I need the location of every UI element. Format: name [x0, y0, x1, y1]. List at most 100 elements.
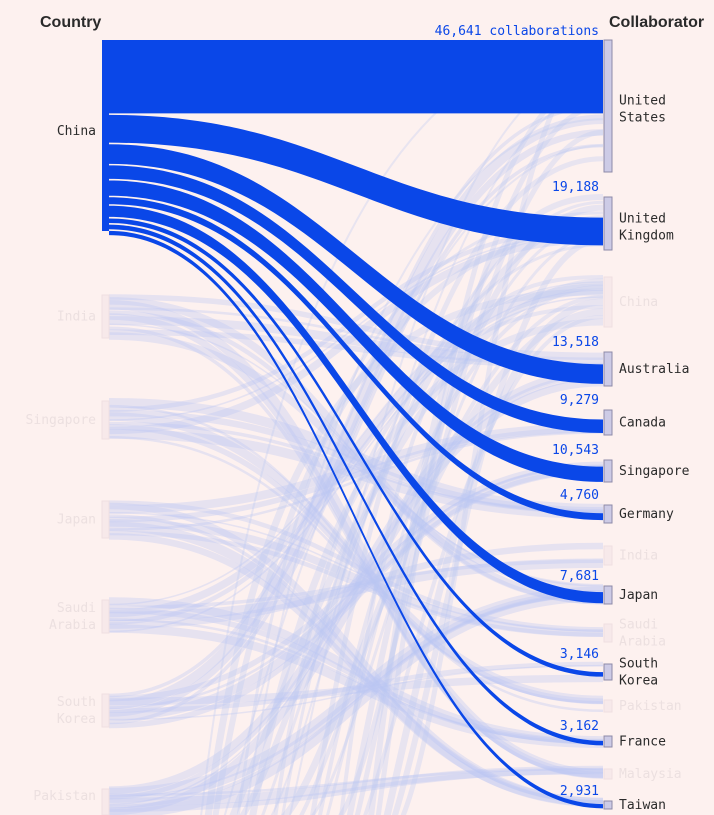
flow-china-australia	[109, 144, 603, 384]
target-node-india[interactable]	[603, 545, 613, 566]
faded-flow	[108, 593, 604, 809]
faded-flow	[108, 521, 604, 808]
source-node-japan[interactable]	[101, 500, 110, 539]
faded-flow	[204, 288, 604, 815]
target-node-united-kingdom[interactable]	[603, 196, 613, 251]
target-label-taiwan: Taiwan	[619, 798, 666, 813]
source-label-singapore: Singapore	[26, 413, 97, 428]
faded-flow	[108, 607, 604, 745]
faded-flow	[108, 114, 604, 710]
faded-flow	[223, 144, 604, 815]
target-node-germany[interactable]	[603, 504, 613, 524]
faded-flow	[108, 661, 604, 713]
value-label-japan: 7,681	[560, 569, 599, 584]
target-label-france: France	[619, 735, 666, 750]
faded-flow	[108, 558, 604, 622]
faded-flow	[108, 397, 604, 514]
background-flows	[108, 39, 604, 815]
target-node-australia[interactable]	[603, 351, 613, 387]
faded-flow	[108, 373, 604, 800]
faded-flow	[108, 424, 604, 704]
source-node-saudi-arabia[interactable]	[101, 599, 110, 634]
faded-flow	[108, 597, 604, 745]
target-label-pakistan: Pakistan	[619, 699, 682, 714]
faded-flow	[299, 295, 604, 815]
faded-flow	[363, 315, 604, 815]
value-label-taiwan: 2,931	[560, 784, 599, 799]
flow-china-united-kingdom	[109, 114, 603, 246]
target-node-malaysia[interactable]	[603, 768, 613, 780]
value-label-australia: 13,518	[552, 335, 599, 350]
target-node-taiwan[interactable]	[603, 800, 613, 810]
target-label-united-states: United States	[619, 94, 666, 126]
target-label-australia: Australia	[619, 362, 689, 377]
target-label-japan: Japan	[619, 588, 658, 603]
source-label-south-korea: South Korea	[57, 695, 96, 727]
faded-flow	[391, 236, 604, 815]
source-node-singapore[interactable]	[101, 400, 110, 440]
faded-flow	[108, 589, 604, 803]
faded-flow	[108, 404, 604, 713]
labels: China India Singapore Japan Saudi Arabia South…	[26, 24, 690, 813]
faded-flow	[108, 431, 604, 531]
faded-flow	[108, 530, 604, 638]
value-label-germany: 4,760	[560, 488, 599, 503]
target-node-japan[interactable]	[603, 585, 613, 605]
faded-flow	[108, 289, 604, 625]
target-node-singapore[interactable]	[603, 459, 613, 483]
flow-china-germany	[109, 197, 603, 521]
target-node-south-korea[interactable]	[603, 663, 613, 681]
source-label-japan: Japan	[57, 513, 96, 528]
target-node-pakistan[interactable]	[603, 699, 613, 713]
faded-flow	[383, 298, 604, 815]
value-label-south-korea: 3,146	[560, 647, 599, 662]
target-label-india: India	[619, 549, 658, 564]
target-node-china[interactable]	[603, 276, 613, 328]
value-label-france: 3,162	[560, 719, 599, 734]
value-label-united-states: 46,641 collaborations	[435, 24, 599, 39]
source-node-china[interactable]	[102, 40, 109, 231]
faded-flow	[108, 592, 604, 815]
value-label-singapore: 10,543	[552, 443, 599, 458]
source-label-india: India	[57, 310, 96, 325]
faded-flow	[108, 143, 604, 725]
faded-flow	[108, 310, 604, 605]
faded-flow	[108, 423, 604, 514]
source-node-south-korea[interactable]	[101, 693, 110, 728]
faded-flow	[108, 542, 604, 629]
faded-flow	[281, 243, 604, 815]
source-node-india[interactable]	[101, 294, 110, 339]
target-node-france[interactable]	[603, 735, 613, 748]
target-node-canada[interactable]	[603, 409, 613, 436]
faded-flow	[108, 436, 604, 704]
flow-china-south-korea	[109, 218, 603, 677]
target-node-united-states[interactable]	[603, 39, 613, 173]
value-label-united-kingdom: 19,188	[552, 180, 599, 195]
target-label-singapore: Singapore	[619, 464, 690, 479]
flow-china-singapore	[109, 180, 603, 482]
faded-flow	[108, 502, 604, 805]
faded-flow	[108, 427, 604, 523]
faded-flow	[108, 326, 604, 778]
faded-flow	[108, 409, 604, 514]
target-label-saudi-arabia: Saudi Arabia	[619, 618, 666, 650]
target-node-saudi-arabia[interactable]	[603, 623, 613, 643]
faded-flow	[338, 129, 604, 815]
faded-flow	[270, 91, 604, 815]
faded-flow	[108, 664, 604, 721]
faded-flow	[108, 519, 604, 637]
faded-flow	[108, 296, 604, 633]
faded-flow	[326, 222, 604, 815]
faded-flow	[368, 194, 604, 815]
faded-flow	[108, 624, 604, 748]
target-label-south-korea: South Korea	[619, 657, 658, 689]
source-node-pakistan[interactable]	[101, 788, 110, 815]
faded-flow	[239, 215, 604, 815]
target-label-canada: Canada	[619, 416, 666, 431]
faded-flow	[212, 225, 604, 815]
flow-china-canada	[109, 165, 603, 433]
target-label-china: China	[619, 295, 658, 310]
faded-flow	[108, 421, 604, 514]
faded-flow	[108, 283, 604, 618]
